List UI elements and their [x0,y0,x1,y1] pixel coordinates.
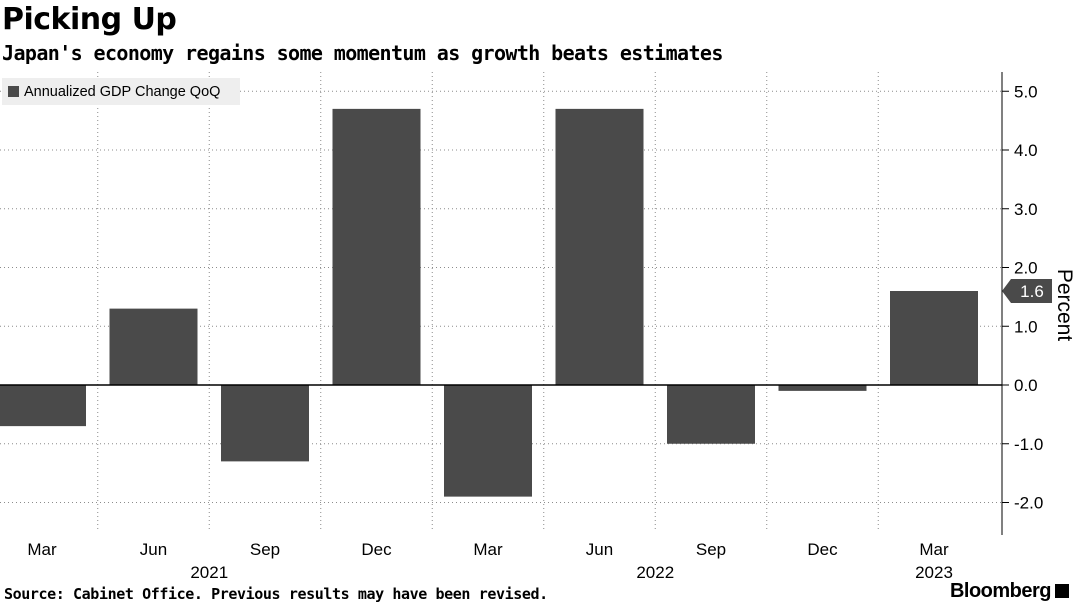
y-tick-label: -2.0 [1014,494,1043,513]
bar [332,108,421,385]
chart-subtitle: Japan's economy regains some momentum as… [2,41,723,65]
y-axis: 5.0 4.0 3.0 2.0 1.0 0.0 -1.0 -2.0 1.6 [0,72,1052,535]
y-tick-label: -1.0 [1014,435,1043,454]
legend: Annualized GDP Change QoQ [2,78,240,105]
x-year-label: 2023 [915,563,953,582]
x-tick-label: Sep [696,540,726,559]
bar [444,385,532,497]
x-tick-label: Jun [586,540,613,559]
x-tick-label: Mar [919,540,949,559]
x-year-label: 2022 [636,563,674,582]
chart-title: Picking Up [2,2,177,37]
x-tick-label: Dec [807,540,838,559]
y-tick-label: 1.0 [1014,317,1038,336]
bloomberg-mark-icon [1055,584,1069,598]
x-axis-labels: Mar Jun Sep Dec Mar Jun Sep Dec Mar 2021 2022 2023 [27,540,953,582]
x-tick-label: Mar [473,540,503,559]
y-tick-label: 0.0 [1014,376,1038,395]
legend-background [2,78,240,105]
bar [890,291,978,385]
brand-text: Bloomberg [949,580,1052,602]
legend-label: Annualized GDP Change QoQ [24,84,220,100]
x-tick-label: Sep [250,540,280,559]
source-note: Source: Cabinet Office. Previous results… [4,585,548,603]
y-tick-label: 3.0 [1014,200,1038,219]
last-value-label: 1.6 [1020,282,1044,301]
bar [221,385,309,462]
x-tick-label: Mar [27,540,57,559]
legend-swatch [8,86,19,97]
x-tick-label: Dec [361,540,392,559]
y-tick-label: 2.0 [1014,259,1038,278]
y-tick-label: 4.0 [1014,141,1038,160]
y-tick-label: 5.0 [1014,82,1038,101]
y-axis-title: Percent [1053,269,1076,342]
bar [778,385,867,391]
bar [0,385,86,427]
bars [0,108,978,497]
x-tick-label: Jun [140,540,167,559]
bar [109,308,198,385]
bloomberg-logo: Bloomberg [950,580,1069,603]
last-value-marker: 1.6 [1002,279,1052,303]
y-axis-label: Percent [1053,269,1076,342]
last-value-marker-bg [1002,279,1052,303]
bar [555,108,644,385]
bar [667,385,755,444]
x-year-label: 2021 [190,563,228,582]
